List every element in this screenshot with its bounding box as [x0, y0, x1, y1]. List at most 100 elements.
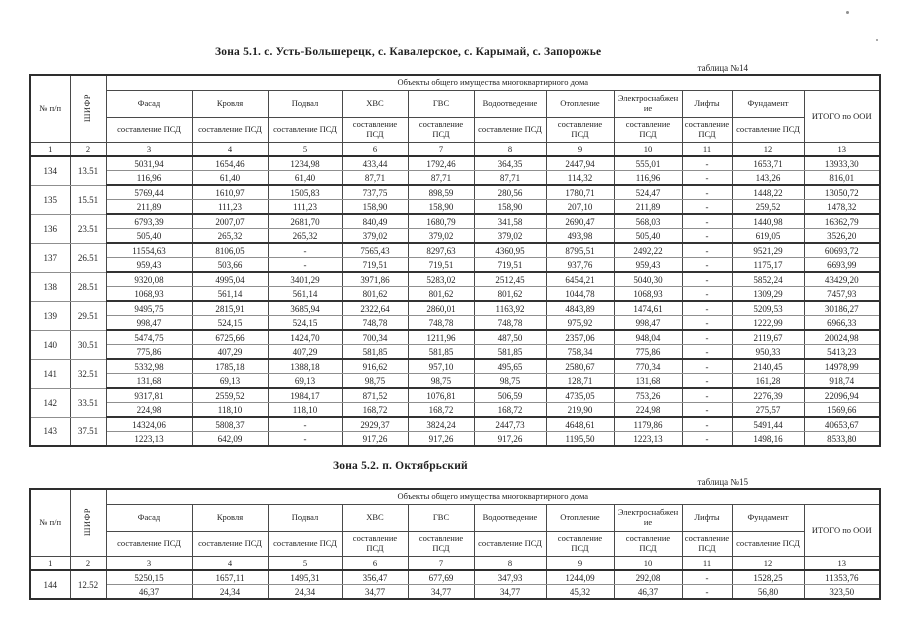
- data-cell: 748,78: [473, 315, 547, 331]
- row-cipher: 26.51: [69, 242, 107, 273]
- column-number: 4: [191, 142, 269, 157]
- sub-header: составление ПСД: [191, 531, 269, 557]
- data-cell: 16362,79: [803, 213, 881, 229]
- column-number: 6: [341, 556, 409, 571]
- data-cell: 2512,45: [473, 271, 547, 287]
- data-cell: -: [681, 358, 733, 374]
- column-header: Фасад: [105, 504, 193, 532]
- row-cipher: 30.51: [69, 329, 107, 360]
- column-number: 5: [267, 142, 343, 157]
- column-header: Подвал: [267, 504, 343, 532]
- data-cell: 407,29: [191, 344, 269, 360]
- column-number: 8: [473, 556, 547, 571]
- column-header: Лифты: [681, 90, 733, 118]
- data-cell: 1388,18: [267, 358, 343, 374]
- data-cell: 1234,98: [267, 155, 343, 171]
- row-number: 134: [29, 155, 71, 186]
- data-cell: -: [681, 387, 733, 403]
- data-cell: 503,66: [191, 257, 269, 273]
- data-cell: 2447,73: [473, 416, 547, 432]
- data-cell: 1792,46: [407, 155, 475, 171]
- data-cell: 111,23: [191, 199, 269, 215]
- sub-header: составление ПСД: [545, 117, 615, 143]
- data-cell: 2559,52: [191, 387, 269, 403]
- data-cell: 871,52: [341, 387, 409, 403]
- data-cell: 40653,67: [803, 416, 881, 432]
- sub-header: составление ПСД: [341, 117, 409, 143]
- data-cell: 775,86: [105, 344, 193, 360]
- data-cell: 1528,25: [731, 569, 805, 585]
- data-cell: 158,90: [407, 199, 475, 215]
- data-cell: 118,10: [191, 402, 269, 418]
- data-cell: 950,33: [731, 344, 805, 360]
- data-cell: 5332,98: [105, 358, 193, 374]
- data-cell: -: [681, 416, 733, 432]
- data-cell: 918,74: [803, 373, 881, 389]
- data-cell: 1076,81: [407, 387, 475, 403]
- data-cell: -: [681, 584, 733, 600]
- column-number: 4: [191, 556, 269, 571]
- data-cell: 275,57: [731, 402, 805, 418]
- column-number: 10: [613, 142, 683, 157]
- data-cell: 2140,45: [731, 358, 805, 374]
- sub-header: составление ПСД: [681, 531, 733, 557]
- data-cell: -: [681, 271, 733, 287]
- data-cell: 98,75: [407, 373, 475, 389]
- data-cell: 1309,29: [731, 286, 805, 302]
- data-cell: -: [681, 184, 733, 200]
- sub-header: составление ПСД: [407, 117, 475, 143]
- data-cell: -: [681, 431, 733, 447]
- data-cell: 5769,44: [105, 184, 193, 200]
- data-cell: 642,09: [191, 431, 269, 447]
- data-cell: 719,51: [473, 257, 547, 273]
- data-cell: 2322,64: [341, 300, 409, 316]
- data-cell: 30186,27: [803, 300, 881, 316]
- row-cipher: 28.51: [69, 271, 107, 302]
- data-cell: -: [267, 257, 343, 273]
- row-cipher: 13.51: [69, 155, 107, 186]
- data-cell: 1780,71: [545, 184, 615, 200]
- data-cell: 700,34: [341, 329, 409, 345]
- data-cell: 323,50: [803, 584, 881, 600]
- data-cell: -: [267, 416, 343, 432]
- data-cell: 1478,32: [803, 199, 881, 215]
- column-header: Водоотведение: [473, 504, 547, 532]
- data-cell: 1179,86: [613, 416, 683, 432]
- column-header: ГВС: [407, 90, 475, 118]
- column-header: Электроснабжение: [613, 90, 683, 118]
- column-number: 12: [731, 556, 805, 571]
- row-cipher: 32.51: [69, 358, 107, 389]
- row-cipher: 33.51: [69, 387, 107, 418]
- data-cell: 505,40: [105, 228, 193, 244]
- data-cell: 9320,08: [105, 271, 193, 287]
- data-cell: 917,26: [407, 431, 475, 447]
- sub-header: составление ПСД: [267, 117, 343, 143]
- sub-header: составление ПСД: [105, 117, 193, 143]
- data-cell: 505,40: [613, 228, 683, 244]
- data-cell: 34,77: [473, 584, 547, 600]
- column-number: 12: [731, 142, 805, 157]
- cipher-label: ШИФР: [82, 507, 93, 536]
- data-cell: 561,14: [267, 286, 343, 302]
- zone-title: Зона 5.1. с. Усть-Большерецк, с. Кавалер…: [215, 46, 602, 58]
- data-cell: 524,15: [267, 315, 343, 331]
- data-cell: 948,04: [613, 329, 683, 345]
- column-number: 13: [803, 142, 881, 157]
- data-cell: 379,02: [473, 228, 547, 244]
- data-cell: 1424,70: [267, 329, 343, 345]
- column-number: 7: [407, 556, 475, 571]
- total-column-header: ИТОГО по ООИ: [803, 90, 881, 143]
- data-cell: 1610,97: [191, 184, 269, 200]
- data-cell: 1440,98: [731, 213, 805, 229]
- data-cell: 13933,30: [803, 155, 881, 171]
- data-cell: 87,71: [407, 170, 475, 186]
- data-cell: 111,23: [267, 199, 343, 215]
- data-cell: 224,98: [613, 402, 683, 418]
- data-cell: 3971,86: [341, 271, 409, 287]
- row-cipher: 15.51: [69, 184, 107, 215]
- data-cell: 116,96: [105, 170, 193, 186]
- data-cell: -: [681, 286, 733, 302]
- column-header: Отопление: [545, 90, 615, 118]
- data-cell: 753,26: [613, 387, 683, 403]
- data-cell: 356,47: [341, 569, 409, 585]
